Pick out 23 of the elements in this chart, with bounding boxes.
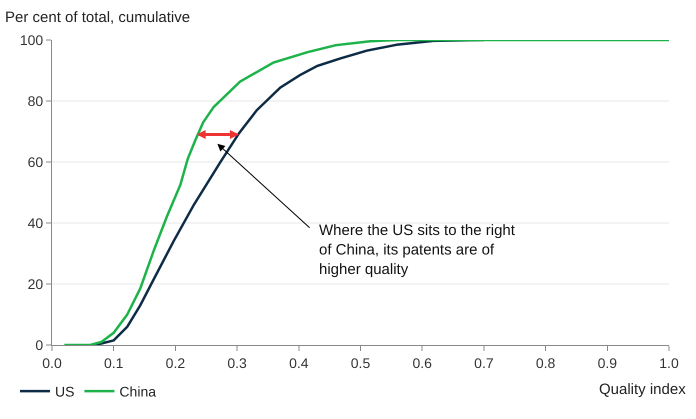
x-tick-label: 1.0 [659, 354, 679, 371]
y-tick-label: 80 [28, 92, 44, 109]
x-tick-label: 0.3 [227, 354, 248, 371]
x-tick-label: 0.4 [289, 354, 309, 371]
x-tick-label: 0.6 [412, 354, 432, 371]
x-tick-label: 0.8 [536, 354, 556, 371]
y-tick-label: 60 [28, 154, 44, 170]
legend-label: China [119, 384, 156, 400]
y-tick-label: 100 [20, 32, 44, 48]
y-axis-title: Per cent of total, cumulative [5, 9, 190, 26]
annotation: Where the US sits to the right of China, its patents are of higher quality [319, 222, 516, 278]
x-tick-label: 0.7 [474, 354, 494, 371]
y-tick-label: 40 [28, 214, 44, 231]
y-tick-label: 20 [28, 276, 44, 292]
legend-label: US [54, 384, 74, 400]
x-tick-label: 0.0 [42, 354, 62, 371]
x-tick-label: 0.2 [166, 354, 186, 371]
line-series [63, 40, 669, 345]
x-tick-label: 0.5 [350, 354, 370, 371]
x-tick-label: 0.9 [598, 354, 618, 371]
x-tick-label: 0.1 [104, 354, 124, 371]
y-tick-label: 0 [35, 336, 44, 353]
x-axis-title: Quality index [599, 381, 686, 398]
